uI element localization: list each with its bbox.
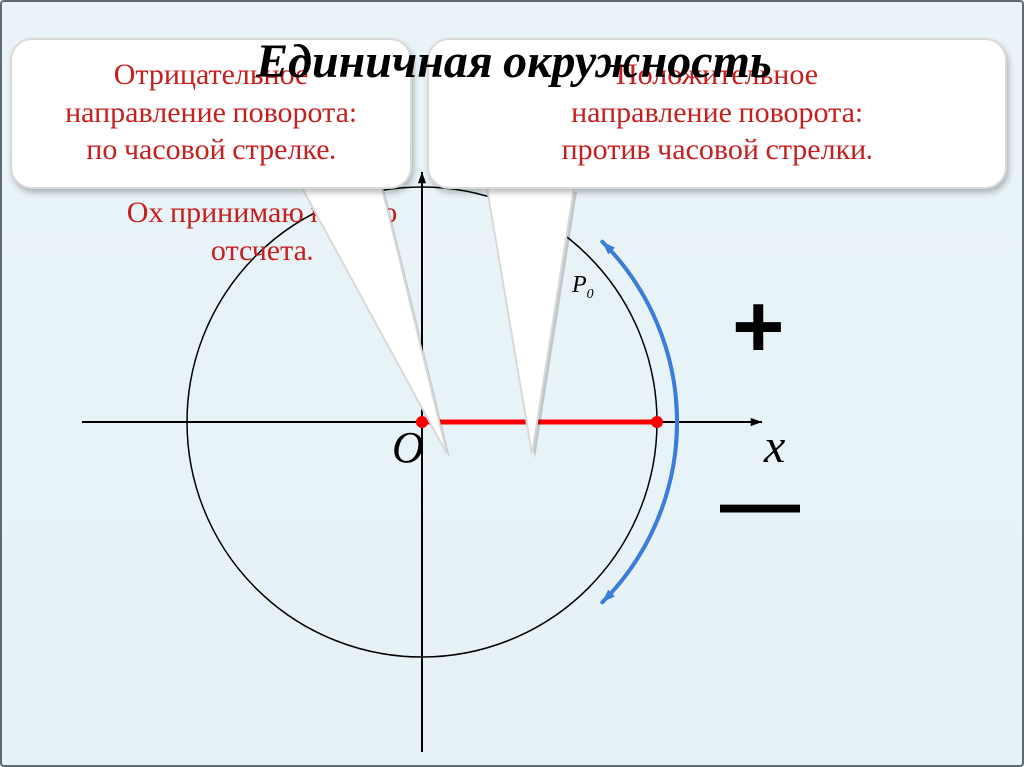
callout-line: направление поворота: [449,94,985,132]
slide-frame: Ох принимаю началоотсчета. ОхP0+— Отрица… [0,0,1024,767]
callout-line: против часовой стрелки. [449,131,985,169]
callout-line: направление поворота: [32,94,390,132]
callout-line: по часовой стрелке. [32,131,390,169]
slide-title: Единичная окружность [2,34,1024,89]
